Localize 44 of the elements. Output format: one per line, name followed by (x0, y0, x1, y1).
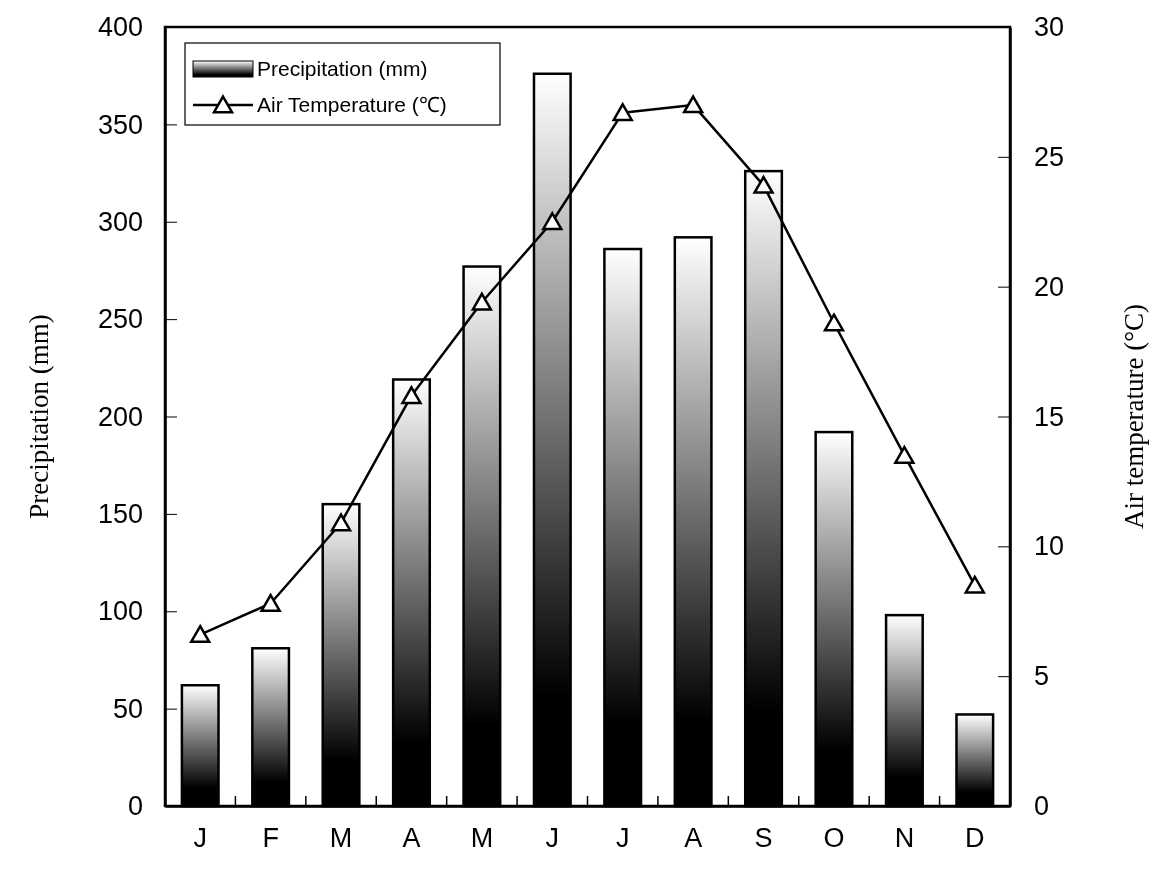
y-axis-title: Precipitation (mm) (24, 314, 54, 519)
y-tick-label: 50 (112, 693, 143, 724)
y-tick-label: 400 (97, 12, 143, 43)
x-tick-label: J (615, 823, 630, 854)
y2-axis-title: Air temperature (°C) (1119, 303, 1149, 530)
x-tick-label: F (262, 823, 279, 854)
point (330, 513, 352, 532)
y-tick-label: 100 (97, 596, 143, 627)
x-tick-label: M (329, 823, 353, 854)
x-tick-label: S (754, 823, 773, 854)
point (964, 575, 986, 594)
legend-label: Precipitation (mm) (257, 57, 428, 81)
y2-tick-label: 30 (1034, 12, 1065, 43)
y2-tick-label: 25 (1034, 141, 1065, 172)
y-tick-label: 300 (97, 206, 143, 237)
x-tick-label: D (965, 823, 985, 854)
point (682, 95, 704, 114)
y2-tick-label: 20 (1034, 271, 1065, 302)
y-tick-label: 350 (97, 109, 143, 140)
point (823, 313, 845, 332)
point (401, 386, 422, 405)
y-tick-label: 250 (97, 304, 143, 335)
x-tick-label: A (684, 823, 703, 854)
y-tick-label: 0 (127, 791, 143, 822)
point (542, 212, 563, 231)
x-tick-label: J (193, 823, 207, 854)
x-tick-label: N (894, 823, 915, 854)
x-tick-label: J (545, 823, 560, 854)
legend-label: Air Temperature (℃) (257, 93, 447, 117)
point (894, 445, 915, 464)
point (612, 103, 633, 122)
y-tick-label: 150 (97, 499, 143, 530)
y2-tick-label: 5 (1034, 661, 1050, 692)
x-tick-label: M (470, 823, 494, 854)
x-tick-label: A (402, 823, 421, 854)
point (189, 624, 211, 644)
y2-tick-label: 0 (1034, 791, 1050, 822)
y2-tick-label: 10 (1034, 531, 1065, 562)
y2-tick-label: 15 (1034, 401, 1065, 432)
point (260, 593, 281, 612)
point (753, 175, 774, 194)
y-tick-label: 200 (97, 401, 143, 432)
x-tick-label: O (823, 823, 845, 854)
point (471, 292, 493, 311)
